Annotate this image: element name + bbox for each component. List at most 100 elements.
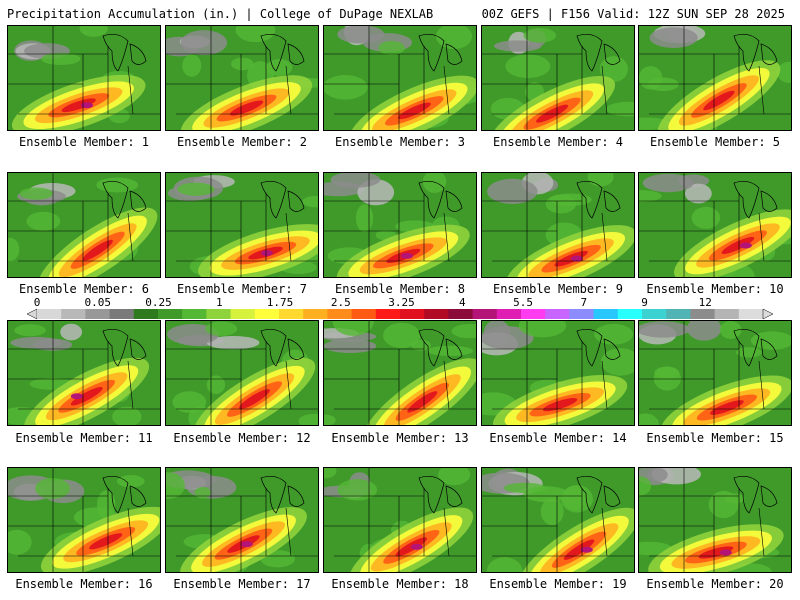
ensemble-member-label: Ensemble Member: 9 [492, 282, 624, 296]
ensemble-member-map [165, 320, 319, 426]
colorbar-swatch [182, 309, 207, 319]
colorbar-tick-label: 1 [215, 296, 223, 309]
ensemble-member-label: Ensemble Member: 1 [18, 135, 150, 149]
colorbar-swatch [230, 309, 256, 319]
colorbar-swatch [738, 309, 764, 319]
ensemble-member-map [638, 172, 792, 278]
precip-field [324, 26, 476, 130]
colorbar-swatch [206, 309, 232, 319]
colorbar-right-arrow [762, 308, 773, 320]
ensemble-member-map [481, 467, 635, 573]
precip-field [166, 173, 318, 277]
ensemble-member-label: Ensemble Member: 18 [331, 577, 469, 591]
colorbar-swatch [37, 309, 62, 319]
colorbar-swatch [714, 309, 740, 319]
colorbar-swatch [303, 309, 328, 319]
colorbar-swatch [496, 309, 522, 319]
ensemble-member-label: Ensemble Member: 11 [15, 431, 153, 445]
ensemble-member-label: Ensemble Member: 10 [646, 282, 784, 296]
ensemble-member-label: Ensemble Member: 13 [331, 431, 469, 445]
ensemble-member-label: Ensemble Member: 17 [173, 577, 311, 591]
colorbar-swatch [424, 309, 449, 319]
precip-field [324, 173, 476, 277]
colorbar-tick-label: 0.25 [145, 296, 172, 309]
colorbar-swatch [158, 309, 183, 319]
ensemble-member-map [481, 25, 635, 131]
map-title: Precipitation Accumulation (in.) | Colle… [7, 7, 434, 21]
ensemble-member-label: Ensemble Member: 19 [489, 577, 627, 591]
precip-field [639, 321, 791, 425]
colorbar-swatch [133, 309, 159, 319]
colorbar-swatch [254, 309, 280, 319]
ensemble-member-map [481, 172, 635, 278]
ensemble-member-map [323, 25, 477, 131]
colorbar-swatch [569, 309, 595, 319]
colorbar-tick-label: 9 [641, 296, 648, 309]
model-run-info: 00Z GEFS | F156 Valid: 12Z SUN SEP 28 20… [481, 7, 785, 21]
ensemble-member-label: Ensemble Member: 5 [649, 135, 781, 149]
colorbar-swatch [545, 309, 570, 319]
ensemble-member-map [638, 25, 792, 131]
ensemble-member-map [323, 467, 477, 573]
colorbar-tick-label: 4 [458, 296, 466, 309]
colorbar-swatch [617, 309, 643, 319]
ensemble-member-label: Ensemble Member: 12 [173, 431, 311, 445]
ensemble-member-label: Ensemble Member: 2 [176, 135, 308, 149]
colorbar-tick-label: 3.25 [388, 296, 415, 309]
ensemble-member-map [7, 467, 161, 573]
ensemble-member-map [7, 25, 161, 131]
ensemble-member-map [323, 172, 477, 278]
colorbar-swatch [375, 309, 401, 319]
ensemble-member-label: Ensemble Member: 3 [334, 135, 466, 149]
precip-field [482, 26, 634, 130]
ensemble-member-map [7, 172, 161, 278]
colorbar-tick-label: 1.75 [266, 296, 294, 309]
precip-field [166, 468, 318, 572]
colorbar-tick-label: 12 [698, 296, 712, 309]
ensemble-member-map [165, 25, 319, 131]
ensemble-member-map [165, 467, 319, 573]
precip-field [8, 173, 160, 277]
ensemble-member-label: Ensemble Member: 7 [176, 282, 308, 296]
ensemble-member-map [638, 320, 792, 426]
colorbar-left-arrow [27, 308, 38, 320]
precip-field [482, 173, 634, 277]
ensemble-member-label: Ensemble Member: 4 [492, 135, 624, 149]
ensemble-member-map [165, 172, 319, 278]
colorbar-swatch [61, 309, 86, 319]
colorbar-swatch [642, 309, 667, 319]
colorbar-swatch [351, 309, 377, 319]
colorbar-tick-label: 0.05 [84, 296, 112, 309]
colorbar-swatch [109, 309, 135, 319]
precip-field [324, 321, 476, 425]
colorbar-swatch [521, 309, 546, 319]
ensemble-member-label: Ensemble Member: 20 [646, 577, 784, 591]
precip-field [8, 321, 160, 425]
precip-field [482, 468, 634, 572]
colorbar-swatch [448, 309, 474, 319]
precip-field [8, 468, 160, 572]
precip-field [324, 468, 476, 572]
ensemble-member-map [7, 320, 161, 426]
precip-field [482, 321, 634, 425]
precip-field [639, 468, 791, 572]
colorbar-tick-label: 7 [580, 296, 588, 309]
colorbar-swatch [327, 309, 353, 319]
precipitation-colorbar [27, 308, 773, 320]
colorbar-swatch [690, 309, 716, 319]
precip-field [639, 173, 791, 277]
ensemble-member-map [481, 320, 635, 426]
ensemble-member-label: Ensemble Member: 8 [334, 282, 466, 296]
colorbar-swatch [593, 309, 619, 319]
colorbar-tick-label: 5.5 [513, 296, 533, 309]
colorbar-swatch [666, 309, 691, 319]
ensemble-member-map [638, 467, 792, 573]
colorbar-swatch [85, 309, 111, 319]
ensemble-member-label: Ensemble Member: 15 [646, 431, 784, 445]
colorbar-tick-label: 2.5 [330, 296, 351, 309]
ensemble-member-label: Ensemble Member: 14 [489, 431, 627, 445]
precip-field [8, 26, 160, 130]
ensemble-member-label: Ensemble Member: 16 [15, 577, 153, 591]
precip-field [166, 321, 318, 425]
colorbar-swatch [279, 309, 304, 319]
